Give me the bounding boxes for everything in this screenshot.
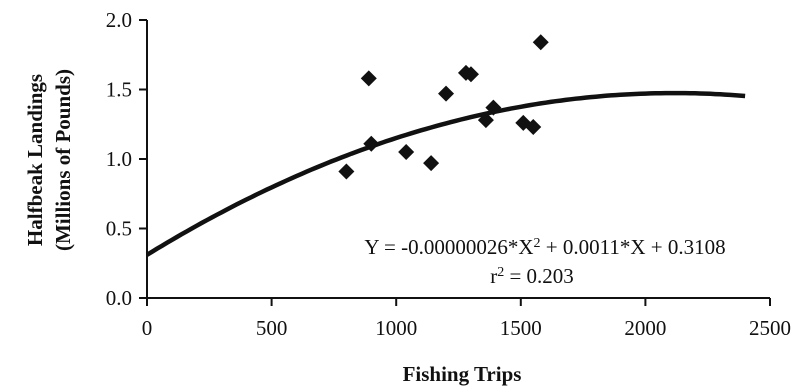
ticks bbox=[139, 19, 771, 306]
data-point-5 bbox=[438, 85, 455, 102]
data-points bbox=[338, 34, 549, 180]
x-tick-label-1: 500 bbox=[256, 316, 288, 340]
r-squared-annotation: r2 = 0.203 bbox=[490, 264, 574, 288]
x-tick-label-3: 1500 bbox=[500, 316, 542, 340]
tick-labels: 0 500 1000 1500 2000 2500 0.0 0.5 1.0 1.5 2.0 bbox=[106, 8, 791, 340]
y-tick-label-2: 1.0 bbox=[106, 147, 132, 171]
data-point-3 bbox=[398, 144, 415, 161]
y-axis-title-line2: (Millions of Pounds) bbox=[51, 69, 75, 251]
data-point-7 bbox=[462, 66, 479, 83]
data-point-1 bbox=[360, 70, 377, 87]
x-axis-title: Fishing Trips bbox=[403, 362, 522, 386]
x-tick-label-2: 1000 bbox=[375, 316, 417, 340]
y-tick-label-0: 0.0 bbox=[106, 286, 132, 310]
y-tick-label-4: 2.0 bbox=[106, 8, 132, 32]
data-point-9 bbox=[485, 99, 502, 116]
data-point-4 bbox=[423, 155, 440, 172]
y-tick-label-1: 0.5 bbox=[106, 217, 132, 241]
x-tick-label-4: 2000 bbox=[624, 316, 666, 340]
data-point-12 bbox=[532, 34, 549, 51]
data-point-11 bbox=[525, 119, 542, 136]
trend-line bbox=[145, 90, 746, 257]
data-point-8 bbox=[477, 112, 494, 129]
equation-annotation: Y = -0.00000026*X2 + 0.0011*X + 0.3108 bbox=[364, 235, 725, 259]
x-tick-label-5: 2500 bbox=[749, 316, 791, 340]
x-tick-label-0: 0 bbox=[142, 316, 153, 340]
y-tick-label-3: 1.5 bbox=[106, 78, 132, 102]
data-point-0 bbox=[338, 163, 355, 180]
y-axis-title-line1: Halfbeak Landings bbox=[23, 74, 47, 246]
data-point-2 bbox=[363, 135, 380, 152]
